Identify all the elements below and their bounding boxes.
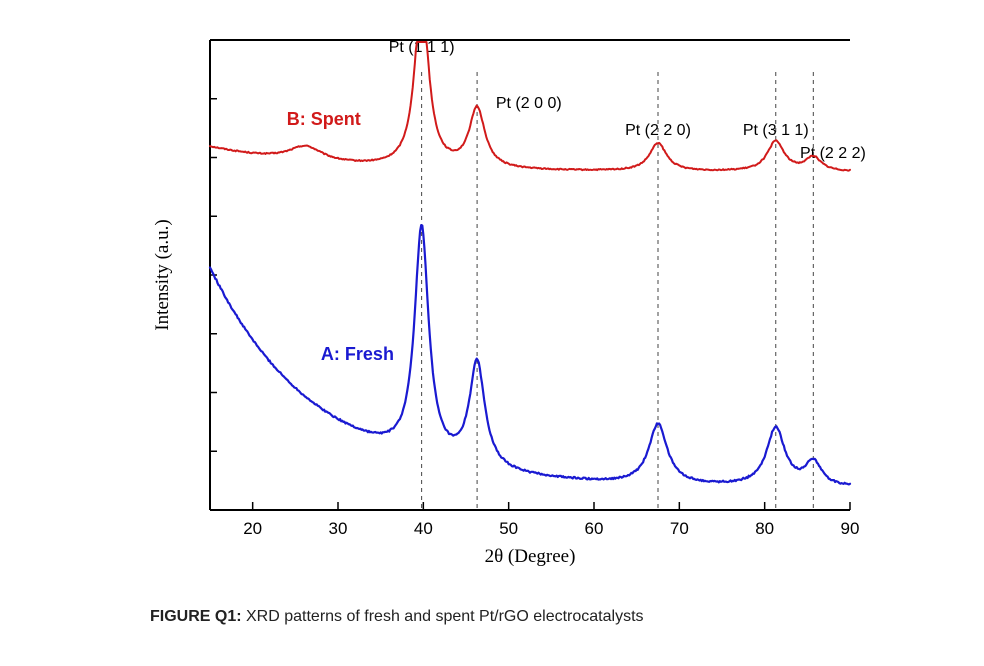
svg-text:70: 70 xyxy=(670,519,689,538)
svg-text:80: 80 xyxy=(755,519,774,538)
svg-text:2θ (Degree): 2θ (Degree) xyxy=(485,546,576,567)
caption-label: FIGURE Q1: xyxy=(150,608,242,625)
figure-caption: FIGURE Q1: XRD patterns of fresh and spe… xyxy=(150,608,644,626)
svg-text:90: 90 xyxy=(841,519,860,538)
svg-text:50: 50 xyxy=(499,519,518,538)
svg-text:Pt (2 2 2): Pt (2 2 2) xyxy=(800,145,866,162)
svg-text:Pt (3 1 1): Pt (3 1 1) xyxy=(743,122,809,139)
caption-text: XRD patterns of fresh and spent Pt/rGO e… xyxy=(242,608,644,625)
svg-text:B: Spent: B: Spent xyxy=(287,109,361,129)
svg-text:Intensity (a.u.): Intensity (a.u.) xyxy=(152,219,173,330)
svg-text:30: 30 xyxy=(329,519,348,538)
svg-text:Pt (2 2 0): Pt (2 2 0) xyxy=(625,122,691,139)
svg-text:40: 40 xyxy=(414,519,433,538)
xrd-chart: 20 30 40 50 60 70 80 90 2θ (Degree) Intensity (a.… xyxy=(130,10,890,575)
svg-text:20: 20 xyxy=(243,519,262,538)
svg-text:60: 60 xyxy=(585,519,604,538)
chart-svg: 20 30 40 50 60 70 80 90 2θ (Degree) Intensity (a.… xyxy=(130,10,890,570)
svg-text:Pt (2 0 0): Pt (2 0 0) xyxy=(496,95,562,112)
svg-text:A: Fresh: A: Fresh xyxy=(321,344,394,364)
